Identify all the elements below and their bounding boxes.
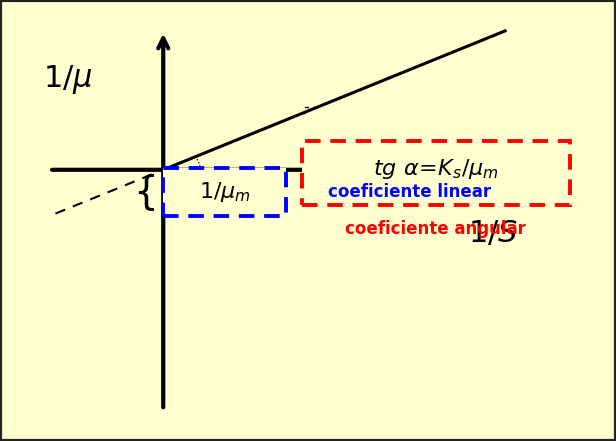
Text: coeficiente linear: coeficiente linear [328, 183, 491, 201]
Bar [163, 168, 286, 216]
Text: $1/\mu_m$: $1/\mu_m$ [199, 180, 251, 204]
Bar [302, 141, 570, 205]
Text: $tg\ \alpha\!=\!K_s/\mu_m$: $tg\ \alpha\!=\!K_s/\mu_m$ [373, 157, 499, 181]
Text: {: { [134, 173, 158, 211]
Text: $1/S$: $1/S$ [468, 218, 518, 249]
Text: coeficiente angular: coeficiente angular [346, 220, 526, 238]
Text: $1/\mu$: $1/\mu$ [43, 63, 92, 96]
